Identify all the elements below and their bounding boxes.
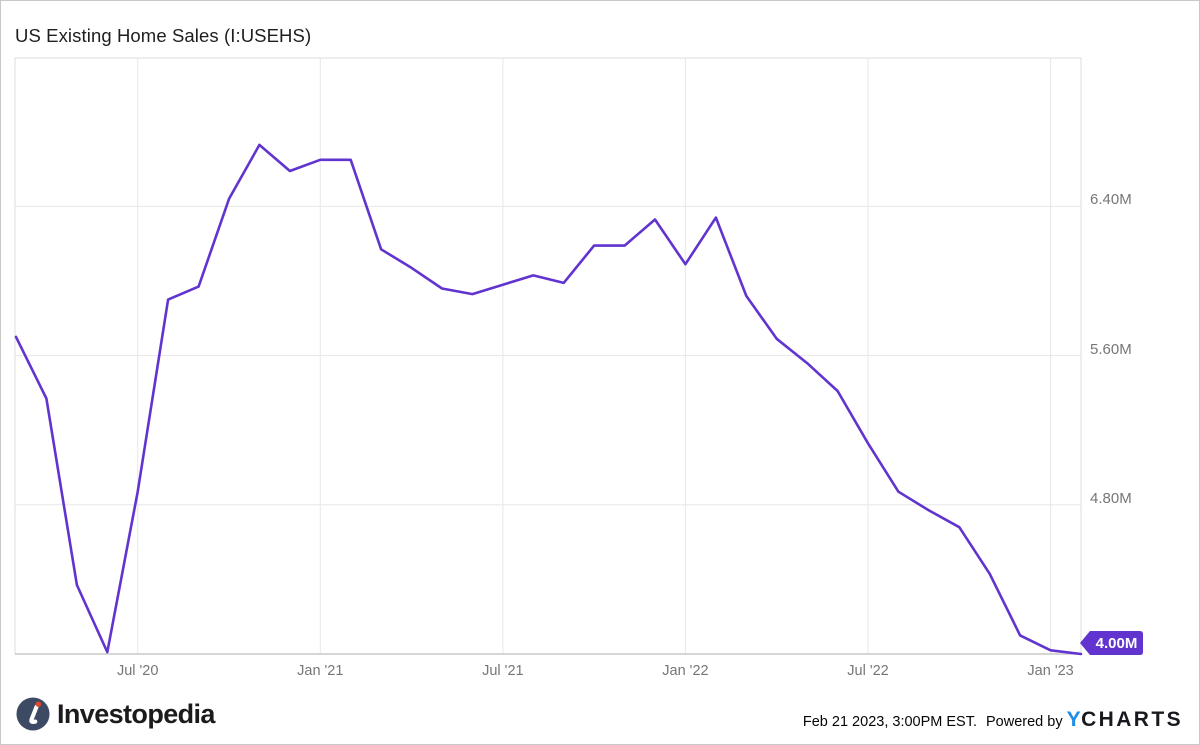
x-tick-label: Jan '22 xyxy=(662,663,709,679)
y-tick-label: 6.40M xyxy=(1090,191,1132,209)
last-value-badge xyxy=(1080,631,1143,655)
investopedia-wordmark: Investopedia xyxy=(57,699,215,729)
last-value-badge-label: 4.00M xyxy=(1096,635,1138,652)
x-tick-label: Jan '23 xyxy=(1027,663,1074,679)
y-tick-label: 5.60M xyxy=(1090,340,1132,358)
ycharts-y: Y xyxy=(1066,708,1082,731)
x-tick-label: Jul '20 xyxy=(116,663,159,679)
chart-attribution: Feb 21 2023, 3:00PM EST. Powered by YCHA… xyxy=(803,708,1183,732)
x-tick-label: Jul '22 xyxy=(847,663,889,679)
investopedia-mark-icon xyxy=(16,697,50,731)
chart-timestamp: Feb 21 2023, 3:00PM EST. xyxy=(802,714,977,730)
x-tick-label: Jan '21 xyxy=(297,663,344,679)
chart-title: US Existing Home Sales (I:USEHS) xyxy=(15,25,312,46)
ycharts-logo: YCHARTS xyxy=(1067,708,1183,732)
y-tick-label: 4.80M xyxy=(1090,489,1132,507)
investopedia-logo: Investopedia xyxy=(16,696,215,732)
powered-by-label: Powered by xyxy=(986,714,1063,730)
x-tick-label: Jul '21 xyxy=(482,663,524,679)
ycharts-charts: CHARTS xyxy=(1081,708,1183,731)
